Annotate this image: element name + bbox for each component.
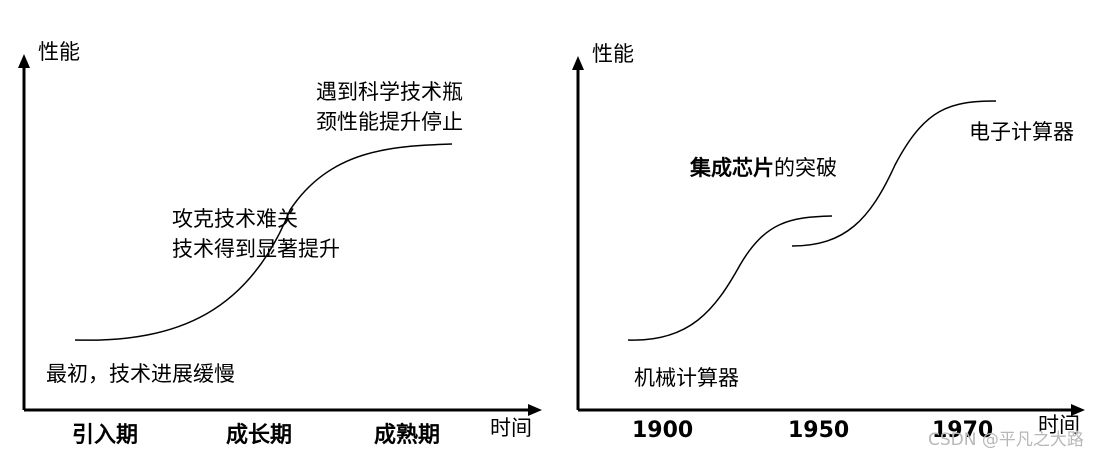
stage-label-intro: 引入期 (72, 423, 139, 448)
right-y-axis-arrow (572, 56, 584, 70)
left-x-axis-arrow (528, 404, 542, 416)
annotation-chip-bold: 集成芯片 (690, 156, 774, 180)
left-y-axis-arrow (18, 54, 30, 68)
annotation-middle-line1: 攻克技术难关 (172, 207, 298, 231)
left-y-axis-label: 性能 (38, 40, 80, 64)
annotation-middle-line2: 技术得到显著提升 (172, 237, 340, 261)
stage-label-maturity: 成熟期 (374, 423, 441, 448)
left-s-curve (74, 143, 453, 341)
year-label-1900: 1900 (632, 418, 694, 443)
stage-label-growth: 成长期 (226, 423, 293, 448)
annotation-end-line1: 遇到科学技术瓶 (316, 80, 463, 104)
right-y-axis-label: 性能 (592, 42, 634, 66)
annotation-end-line2: 颈性能提升停止 (316, 110, 463, 134)
annotation-chip-rest: 的突破 (774, 156, 837, 180)
left-x-axis-label: 时间 (490, 416, 532, 440)
annotation-mechanical: 机械计算器 (634, 366, 739, 390)
right-x-axis-arrow (1071, 404, 1085, 416)
right-curve-electronic (791, 100, 997, 247)
left-axes (18, 54, 542, 416)
annotation-start: 最初，技术进展缓慢 (46, 362, 235, 386)
right-axes (572, 56, 1085, 416)
annotation-electronic: 电子计算器 (969, 120, 1074, 144)
watermark: CSDN @平凡之大路 (928, 430, 1084, 450)
year-label-1970: 1970 (932, 418, 994, 443)
year-label-1950: 1950 (788, 418, 850, 443)
right-x-axis-label: 时间 (1038, 413, 1080, 437)
annotation-chip: 集成芯片的突破 (690, 154, 837, 182)
right-curve-mechanical (627, 215, 833, 341)
